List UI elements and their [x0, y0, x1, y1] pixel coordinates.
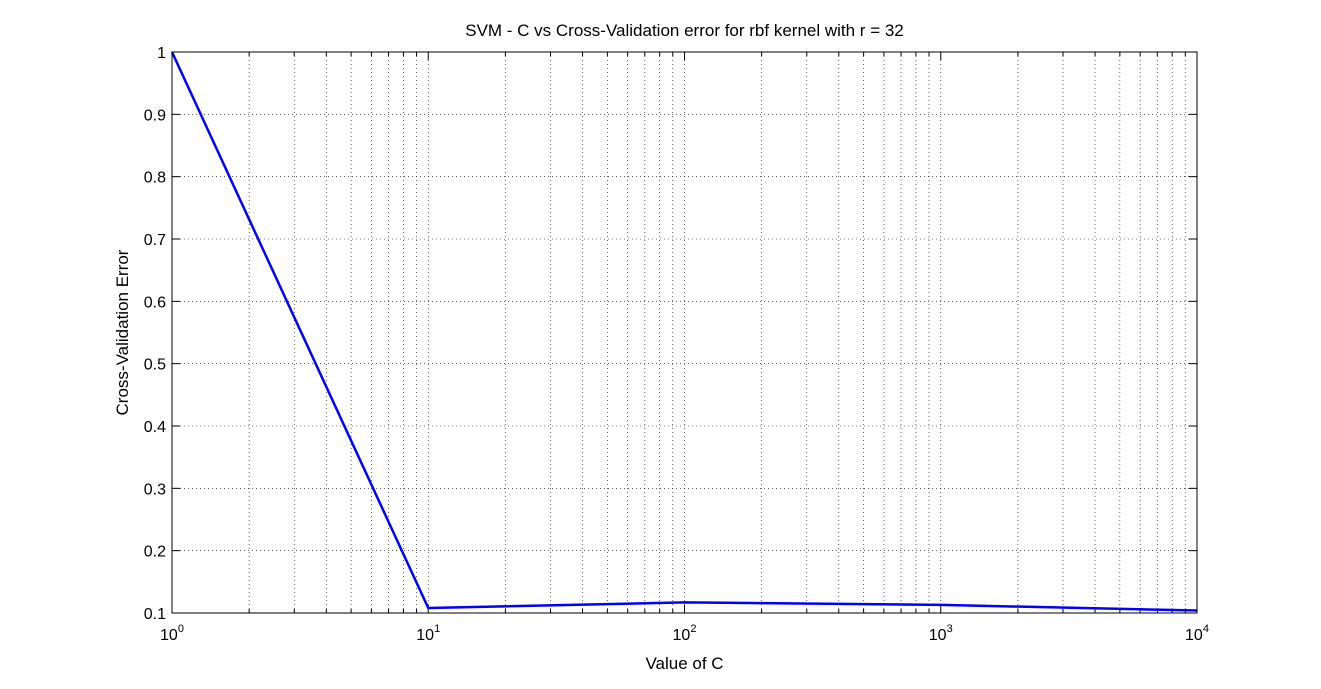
x-tick-exponent: 1: [434, 623, 440, 635]
y-tick-label: 0.7: [144, 232, 166, 249]
series-layer: [170, 51, 1198, 612]
y-tick-label: 0.1: [144, 606, 166, 623]
x-axis-label: Value of C: [645, 654, 723, 673]
x-tick-exponent: 2: [690, 623, 696, 635]
x-tick-exponent: 0: [178, 623, 184, 635]
x-tick-base: 10: [160, 627, 178, 644]
y-tick-label: 0.8: [144, 170, 166, 187]
y-tick-label: 0.2: [144, 544, 166, 561]
y-tick-label: 0.3: [144, 481, 166, 498]
chart-title: SVM - C vs Cross-Validation error for rb…: [465, 21, 904, 40]
x-tick-base: 10: [673, 627, 691, 644]
axis-ticks: [172, 51, 1197, 614]
y-tick-label: 0.4: [144, 419, 166, 436]
x-tick-label: 102: [673, 623, 697, 644]
x-tick-label: 103: [929, 623, 953, 644]
series-line: [170, 51, 1198, 612]
x-tick-label: 100: [160, 623, 184, 644]
grid: [172, 52, 1197, 613]
y-tick-label: 0.6: [144, 294, 166, 311]
y-tick-label: 0.9: [144, 107, 166, 124]
y-tick-label: 1: [157, 45, 166, 62]
x-tick-base: 10: [416, 627, 434, 644]
x-tick-label: 104: [1185, 623, 1209, 644]
x-tick-exponent: 3: [947, 623, 953, 635]
x-tick-base: 10: [1185, 627, 1203, 644]
y-axis-label: Cross-Validation Error: [113, 249, 132, 415]
plot-frame: [171, 51, 1198, 614]
x-tick-label: 101: [416, 623, 440, 644]
y-tick-label: 0.5: [144, 357, 166, 374]
x-tick-base: 10: [929, 627, 947, 644]
x-tick-exponent: 4: [1203, 623, 1209, 635]
